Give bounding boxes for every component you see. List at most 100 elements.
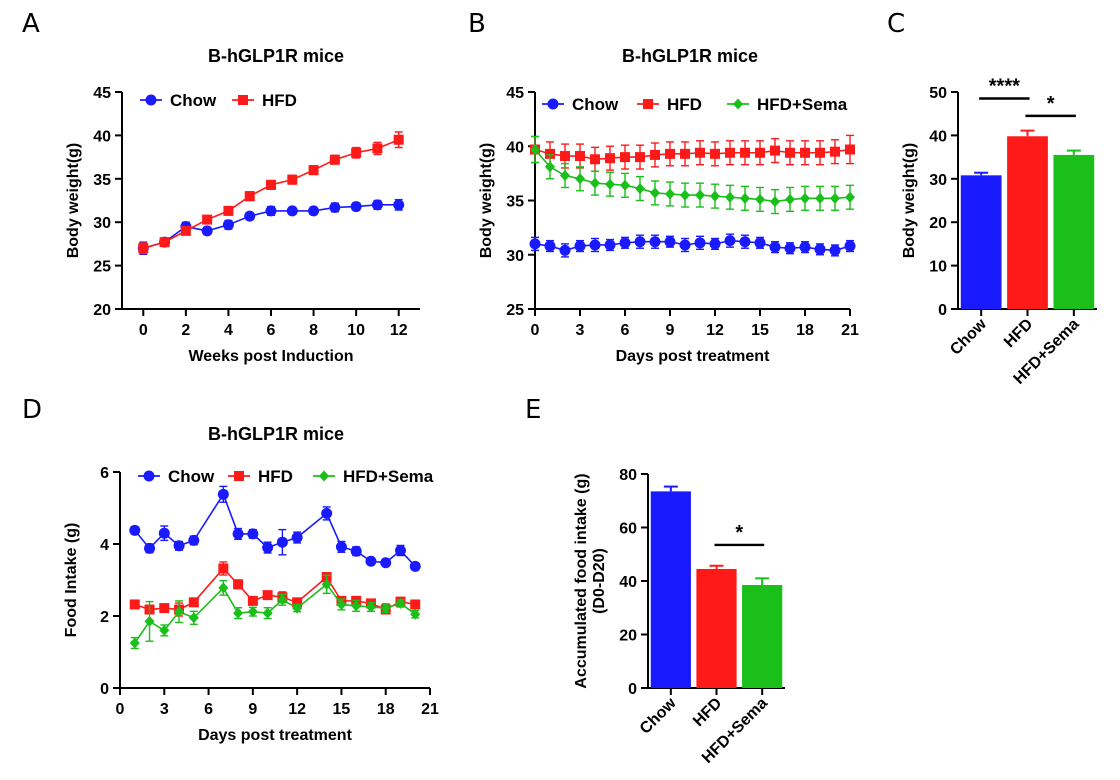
data-point: [217, 488, 229, 500]
significance-label: ****: [989, 76, 1020, 98]
data-point: [218, 563, 229, 574]
data-point: [665, 188, 675, 200]
y-tick-label: 60: [619, 521, 637, 538]
data-point: [233, 607, 244, 619]
data-point: [247, 606, 258, 618]
data-point: [188, 612, 199, 624]
panel-d: D B-hGLP1R mice 0 2 4 6 0 3 6 9 12 15 18 21 Days post …: [22, 395, 439, 744]
x-tick-label: Chow: [637, 694, 680, 737]
data-point: [262, 542, 274, 554]
x-tick-label: 12: [390, 322, 408, 339]
data-point: [351, 600, 362, 612]
y-axis-label: Body weight(g): [65, 143, 82, 259]
legend-label: HFD: [262, 91, 297, 110]
y-tick-label: 20: [93, 302, 111, 319]
chart-title: B-hGLP1R mice: [622, 46, 758, 66]
data-point: [665, 148, 675, 159]
y-tick-label: 25: [93, 259, 111, 276]
data-point: [329, 154, 340, 165]
data-point: [173, 540, 185, 552]
data-point: [410, 599, 421, 610]
x-tick-label: 9: [666, 322, 675, 339]
data-point: [308, 205, 320, 217]
panel-letter: B: [468, 9, 486, 39]
data-point: [605, 178, 615, 190]
data-point: [174, 606, 185, 618]
data-point: [769, 241, 781, 253]
y-tick-label: 40: [619, 574, 637, 591]
data-point: [845, 191, 855, 203]
data-point: [770, 145, 780, 156]
x-tick-label: HFD: [690, 695, 725, 730]
y-tick-label: 35: [93, 172, 111, 189]
data-point: [292, 597, 303, 608]
y-tick-label: 40: [93, 128, 111, 145]
y-tick-label: 4: [100, 537, 109, 554]
x-tick-label: Chow: [947, 315, 990, 358]
x-tick-label: 10: [347, 322, 365, 339]
data-point: [590, 177, 600, 189]
x-tick-label: 0: [531, 322, 540, 339]
data-point: [545, 161, 555, 173]
data-point: [604, 239, 616, 251]
y-tick-label: 2: [100, 609, 109, 626]
data-point: [755, 193, 765, 205]
data-point: [244, 191, 255, 202]
data-point: [709, 238, 721, 250]
data-point: [244, 210, 256, 222]
legend-label: Chow: [170, 91, 217, 110]
data-point: [287, 174, 298, 185]
data-point: [409, 560, 421, 572]
data-point: [559, 244, 571, 256]
panel-b: B B-hGLP1R mice 25 30 35 40 45 0 3 6 9 12 15 18 21 Days…: [468, 9, 859, 365]
data-point: [725, 147, 735, 158]
data-point: [560, 170, 570, 182]
legend-label: HFD+Sema: [757, 95, 848, 114]
data-point: [335, 541, 347, 553]
legend-marker: [319, 470, 329, 482]
y-tick-label: 20: [929, 215, 947, 232]
data-point: [129, 524, 141, 536]
data-point: [276, 536, 288, 548]
y-tick-label: 0: [938, 302, 947, 319]
data-point: [380, 557, 392, 569]
y-axis-label: Accumulated food intake (g): [573, 473, 590, 688]
series-line: [534, 239, 851, 252]
legend-marker: [145, 94, 157, 106]
panel-letter: E: [525, 395, 541, 425]
data-point: [740, 192, 750, 204]
x-tick-label: 6: [621, 322, 630, 339]
chart-title: B-hGLP1R mice: [208, 424, 344, 444]
y-tick-label: 45: [93, 85, 111, 102]
panel-a: A B-hGLP1R mice 20 25 30 35 40 45 0 2 4 6 8 10 12 Weeks…: [22, 9, 420, 365]
legend: Chow HFD HFD+Sema: [138, 467, 434, 486]
data-point: [770, 196, 780, 208]
data-point: [664, 236, 676, 248]
legend: Chow HFD HFD+Sema: [542, 95, 848, 114]
panel-letter: A: [22, 9, 40, 39]
data-point: [679, 239, 691, 251]
y-tick-label: 25: [506, 302, 524, 319]
data-point: [680, 189, 690, 201]
data-point: [393, 199, 405, 211]
data-point: [545, 148, 555, 159]
x-axis-label: Days post treatment: [616, 348, 770, 365]
data-point: [635, 152, 645, 163]
x-tick-label: 21: [421, 701, 439, 718]
bar: [960, 175, 1002, 309]
data-point: [365, 555, 377, 567]
data-point: [350, 201, 362, 213]
x-tick-label: 21: [841, 322, 859, 339]
data-point: [308, 165, 319, 176]
bar: [650, 491, 691, 688]
data-point: [247, 595, 258, 606]
data-point: [351, 147, 362, 158]
x-tick-label: 18: [377, 701, 395, 718]
data-point: [372, 143, 383, 154]
data-point: [222, 219, 234, 231]
legend-marker: [234, 471, 244, 481]
data-point: [321, 507, 333, 519]
x-tick-label: 6: [204, 701, 213, 718]
